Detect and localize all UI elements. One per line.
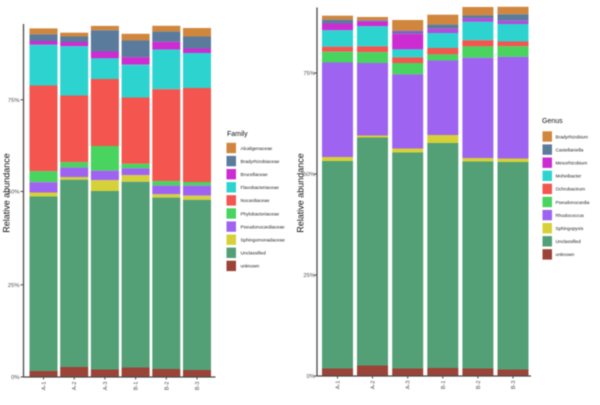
svg-text:25%: 25% xyxy=(303,273,315,279)
svg-text:Alcaligenaceae: Alcaligenaceae xyxy=(241,146,273,151)
svg-text:Unclassified: Unclassified xyxy=(241,251,267,256)
svg-text:Family: Family xyxy=(227,131,248,138)
svg-text:0%: 0% xyxy=(307,374,315,380)
svg-text:B-1: B-1 xyxy=(134,382,140,391)
svg-text:B-3: B-3 xyxy=(195,382,201,391)
svg-text:A-1: A-1 xyxy=(336,381,342,390)
svg-text:Pseudonocardiaceae: Pseudonocardiaceae xyxy=(241,224,285,229)
svg-text:75%: 75% xyxy=(303,71,315,77)
svg-text:Ochrobactrum: Ochrobactrum xyxy=(556,187,586,192)
svg-text:Phylobacteriaceae: Phylobacteriaceae xyxy=(241,211,280,216)
svg-text:A-3: A-3 xyxy=(406,381,412,390)
svg-text:Rhodococcus: Rhodococcus xyxy=(556,213,585,218)
svg-text:B-3: B-3 xyxy=(511,381,517,390)
svg-text:Mesorhizobium: Mesorhizobium xyxy=(556,161,588,166)
svg-text:Unclassified: Unclassified xyxy=(556,239,582,244)
svg-text:A-1: A-1 xyxy=(42,382,48,391)
svg-text:Sphingopyxis: Sphingopyxis xyxy=(556,226,585,231)
svg-text:Pseudonocardia: Pseudonocardia xyxy=(556,200,590,205)
svg-text:25%: 25% xyxy=(8,283,20,289)
svg-text:B-1: B-1 xyxy=(441,381,447,390)
svg-text:Bradyrhizobiaceae: Bradyrhizobiaceae xyxy=(241,159,280,164)
svg-text:Moheibacter: Moheibacter xyxy=(556,174,582,179)
svg-text:B-2: B-2 xyxy=(164,382,170,391)
svg-text:unknown: unknown xyxy=(556,252,575,257)
svg-text:Nocardiaceae: Nocardiaceae xyxy=(241,198,270,203)
svg-text:Flavobacteriaceae: Flavobacteriaceae xyxy=(241,185,280,190)
svg-text:Castellaniella: Castellaniella xyxy=(556,147,584,152)
svg-text:A-3: A-3 xyxy=(103,382,109,391)
svg-text:Genus: Genus xyxy=(542,118,563,125)
svg-text:Brucellaceae: Brucellaceae xyxy=(241,172,268,177)
svg-text:50%: 50% xyxy=(303,172,315,178)
svg-text:75%: 75% xyxy=(8,98,20,104)
svg-text:A-2: A-2 xyxy=(72,382,78,391)
svg-text:Relative abundance: Relative abundance xyxy=(2,153,12,233)
svg-text:0%: 0% xyxy=(11,375,19,381)
svg-text:50%: 50% xyxy=(8,190,20,196)
svg-text:Bradyrhizobium: Bradyrhizobium xyxy=(556,134,589,139)
svg-text:A-2: A-2 xyxy=(371,381,377,390)
svg-text:Relative abundance: Relative abundance xyxy=(296,153,306,233)
svg-text:Sphingomonadaceae: Sphingomonadaceae xyxy=(241,238,286,243)
svg-text:unknown: unknown xyxy=(241,264,260,269)
svg-text:B-2: B-2 xyxy=(476,381,482,390)
